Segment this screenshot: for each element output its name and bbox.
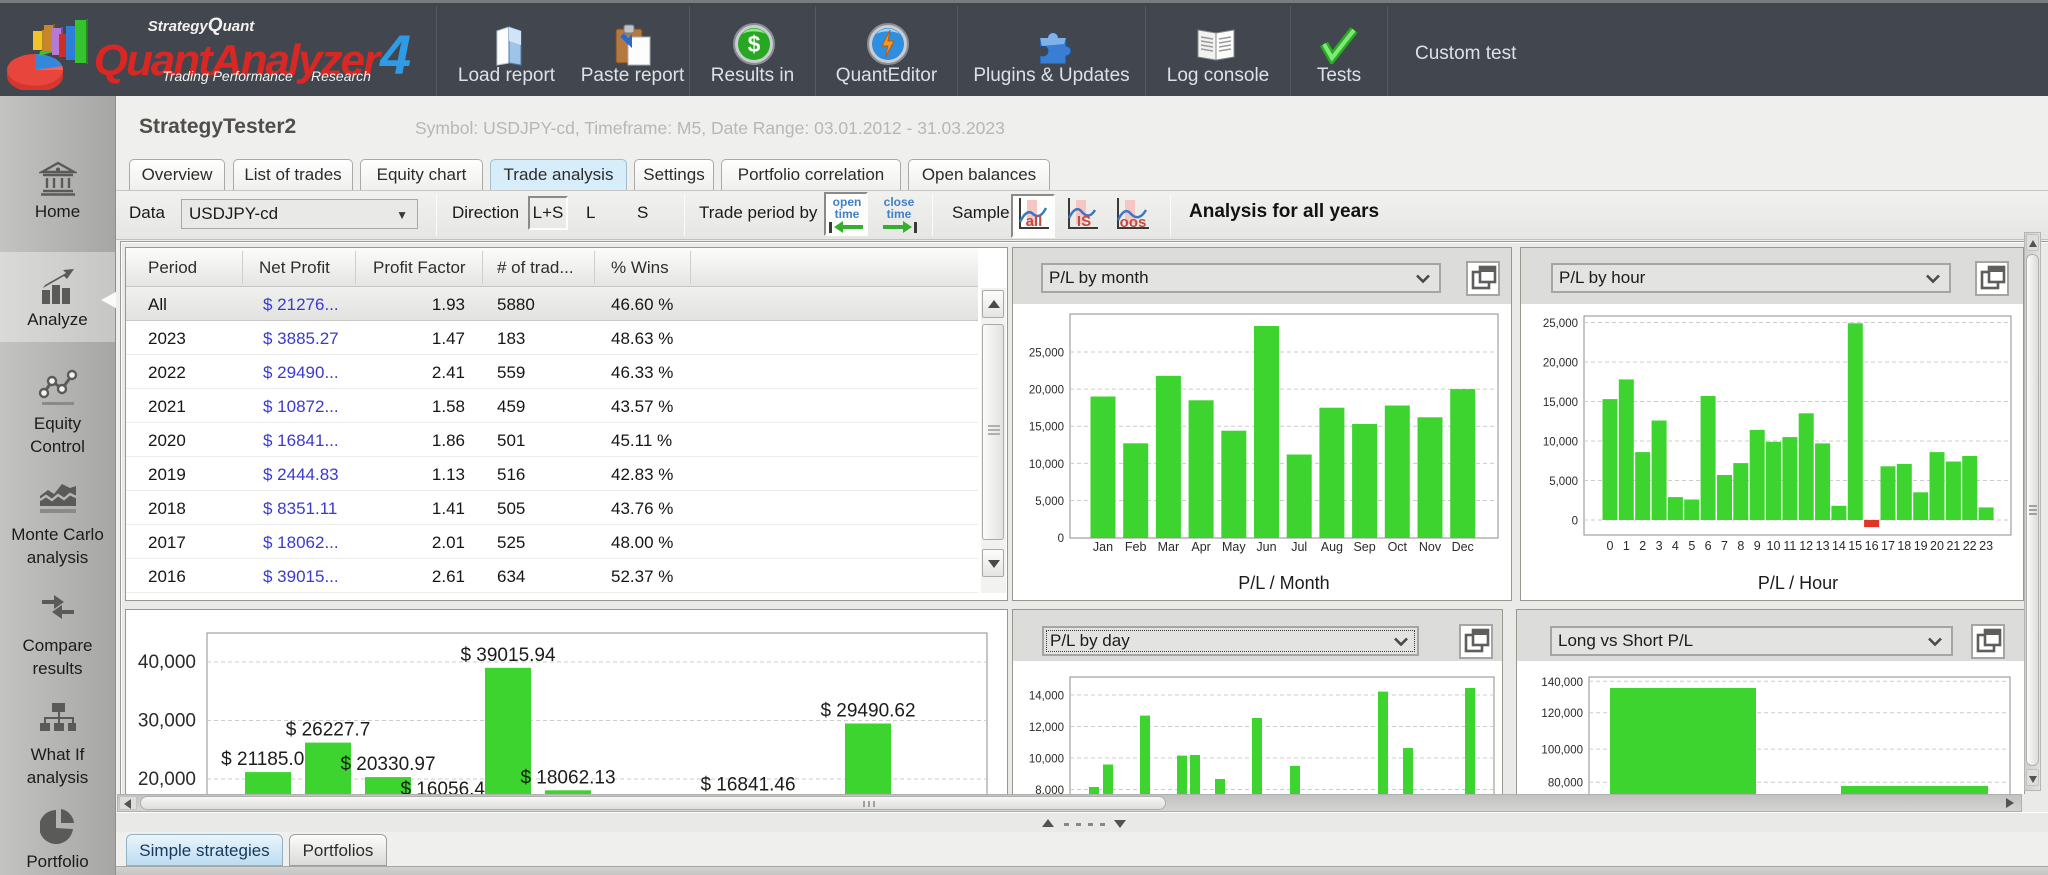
svg-text:15: 15 [1848, 539, 1862, 553]
svg-text:May: May [1222, 540, 1246, 554]
svg-text:18: 18 [1897, 539, 1911, 553]
svg-text:$ 26227.7: $ 26227.7 [286, 720, 371, 741]
svg-text:5,000: 5,000 [1035, 496, 1064, 508]
svg-text:Mar: Mar [1158, 540, 1180, 554]
svg-text:Sep: Sep [1353, 540, 1375, 554]
svg-text:open: open [833, 195, 862, 209]
svg-text:4: 4 [1672, 539, 1679, 553]
svg-text:16: 16 [1865, 539, 1879, 553]
svg-text:14,000: 14,000 [1029, 691, 1064, 703]
svg-text:Feb: Feb [1125, 540, 1147, 554]
svg-text:20,000: 20,000 [1029, 385, 1064, 397]
svg-text:140,000: 140,000 [1541, 677, 1583, 689]
svg-text:Jan: Jan [1093, 540, 1113, 554]
svg-text:20: 20 [1930, 539, 1944, 553]
svg-text:0: 0 [1058, 533, 1064, 545]
svg-text:1: 1 [1623, 539, 1630, 553]
svg-text:12: 12 [1799, 539, 1813, 553]
svg-text:25,000: 25,000 [1029, 348, 1064, 360]
svg-text:$: $ [748, 31, 761, 57]
svg-text:P/L / Hour: P/L / Hour [1758, 573, 1838, 593]
svg-text:Oct: Oct [1388, 540, 1408, 554]
svg-text:time: time [835, 207, 860, 221]
svg-text:10: 10 [1767, 539, 1781, 553]
svg-text:oos: oos [1120, 214, 1147, 231]
svg-text:Jun: Jun [1256, 540, 1276, 554]
svg-text:17: 17 [1881, 539, 1895, 553]
svg-text:80,000: 80,000 [1548, 778, 1583, 790]
svg-text:$ 21185.07: $ 21185.07 [221, 749, 315, 770]
svg-text:5,000: 5,000 [1549, 476, 1578, 488]
svg-text:$ 29490.62: $ 29490.62 [820, 701, 915, 722]
svg-text:5: 5 [1688, 539, 1695, 553]
svg-text:$ 20330.97: $ 20330.97 [340, 754, 435, 775]
svg-text:100,000: 100,000 [1541, 745, 1583, 757]
svg-text:time: time [887, 207, 912, 221]
svg-text:20,000: 20,000 [1543, 358, 1578, 370]
svg-text:10,000: 10,000 [1029, 754, 1064, 766]
svg-text:$ 16841.46: $ 16841.46 [700, 775, 795, 795]
svg-text:23: 23 [1979, 539, 1993, 553]
svg-text:0: 0 [1607, 539, 1614, 553]
svg-text:10,000: 10,000 [1543, 437, 1578, 449]
svg-text:21: 21 [1946, 539, 1960, 553]
svg-text:IS: IS [1077, 213, 1091, 230]
svg-text:7: 7 [1721, 539, 1728, 553]
svg-text:Dec: Dec [1452, 540, 1474, 554]
svg-text:Aug: Aug [1321, 540, 1343, 554]
svg-text:close: close [884, 195, 915, 209]
svg-text:40,000: 40,000 [138, 652, 196, 673]
svg-text:11: 11 [1783, 539, 1796, 553]
svg-text:$ 39015.94: $ 39015.94 [460, 645, 556, 666]
svg-text:20,000: 20,000 [138, 769, 196, 790]
svg-text:3: 3 [1656, 539, 1663, 553]
svg-text:2: 2 [1639, 539, 1646, 553]
svg-text:10,000: 10,000 [1029, 459, 1064, 471]
svg-text:Nov: Nov [1419, 540, 1442, 554]
svg-text:9: 9 [1754, 539, 1761, 553]
svg-text:all: all [1026, 213, 1043, 230]
svg-text:8,000: 8,000 [1035, 785, 1064, 794]
svg-text:120,000: 120,000 [1541, 708, 1583, 720]
svg-text:8: 8 [1737, 539, 1744, 553]
svg-text:$ 18062.13: $ 18062.13 [520, 767, 615, 788]
svg-text:25,000: 25,000 [1543, 318, 1578, 330]
svg-text:0: 0 [1572, 516, 1578, 528]
svg-text:$ 16056.46: $ 16056.46 [400, 779, 495, 794]
svg-text:6: 6 [1705, 539, 1712, 553]
svg-text:15,000: 15,000 [1029, 422, 1064, 434]
svg-text:19: 19 [1914, 539, 1928, 553]
svg-text:22: 22 [1963, 539, 1977, 553]
svg-text:Apr: Apr [1191, 540, 1210, 554]
svg-text:30,000: 30,000 [138, 711, 196, 732]
svg-text:P/L / Month: P/L / Month [1238, 573, 1329, 593]
svg-text:12,000: 12,000 [1029, 722, 1064, 734]
svg-text:15,000: 15,000 [1543, 397, 1578, 409]
svg-text:14: 14 [1832, 539, 1846, 553]
svg-text:13: 13 [1816, 539, 1830, 553]
svg-text:Jul: Jul [1291, 540, 1307, 554]
